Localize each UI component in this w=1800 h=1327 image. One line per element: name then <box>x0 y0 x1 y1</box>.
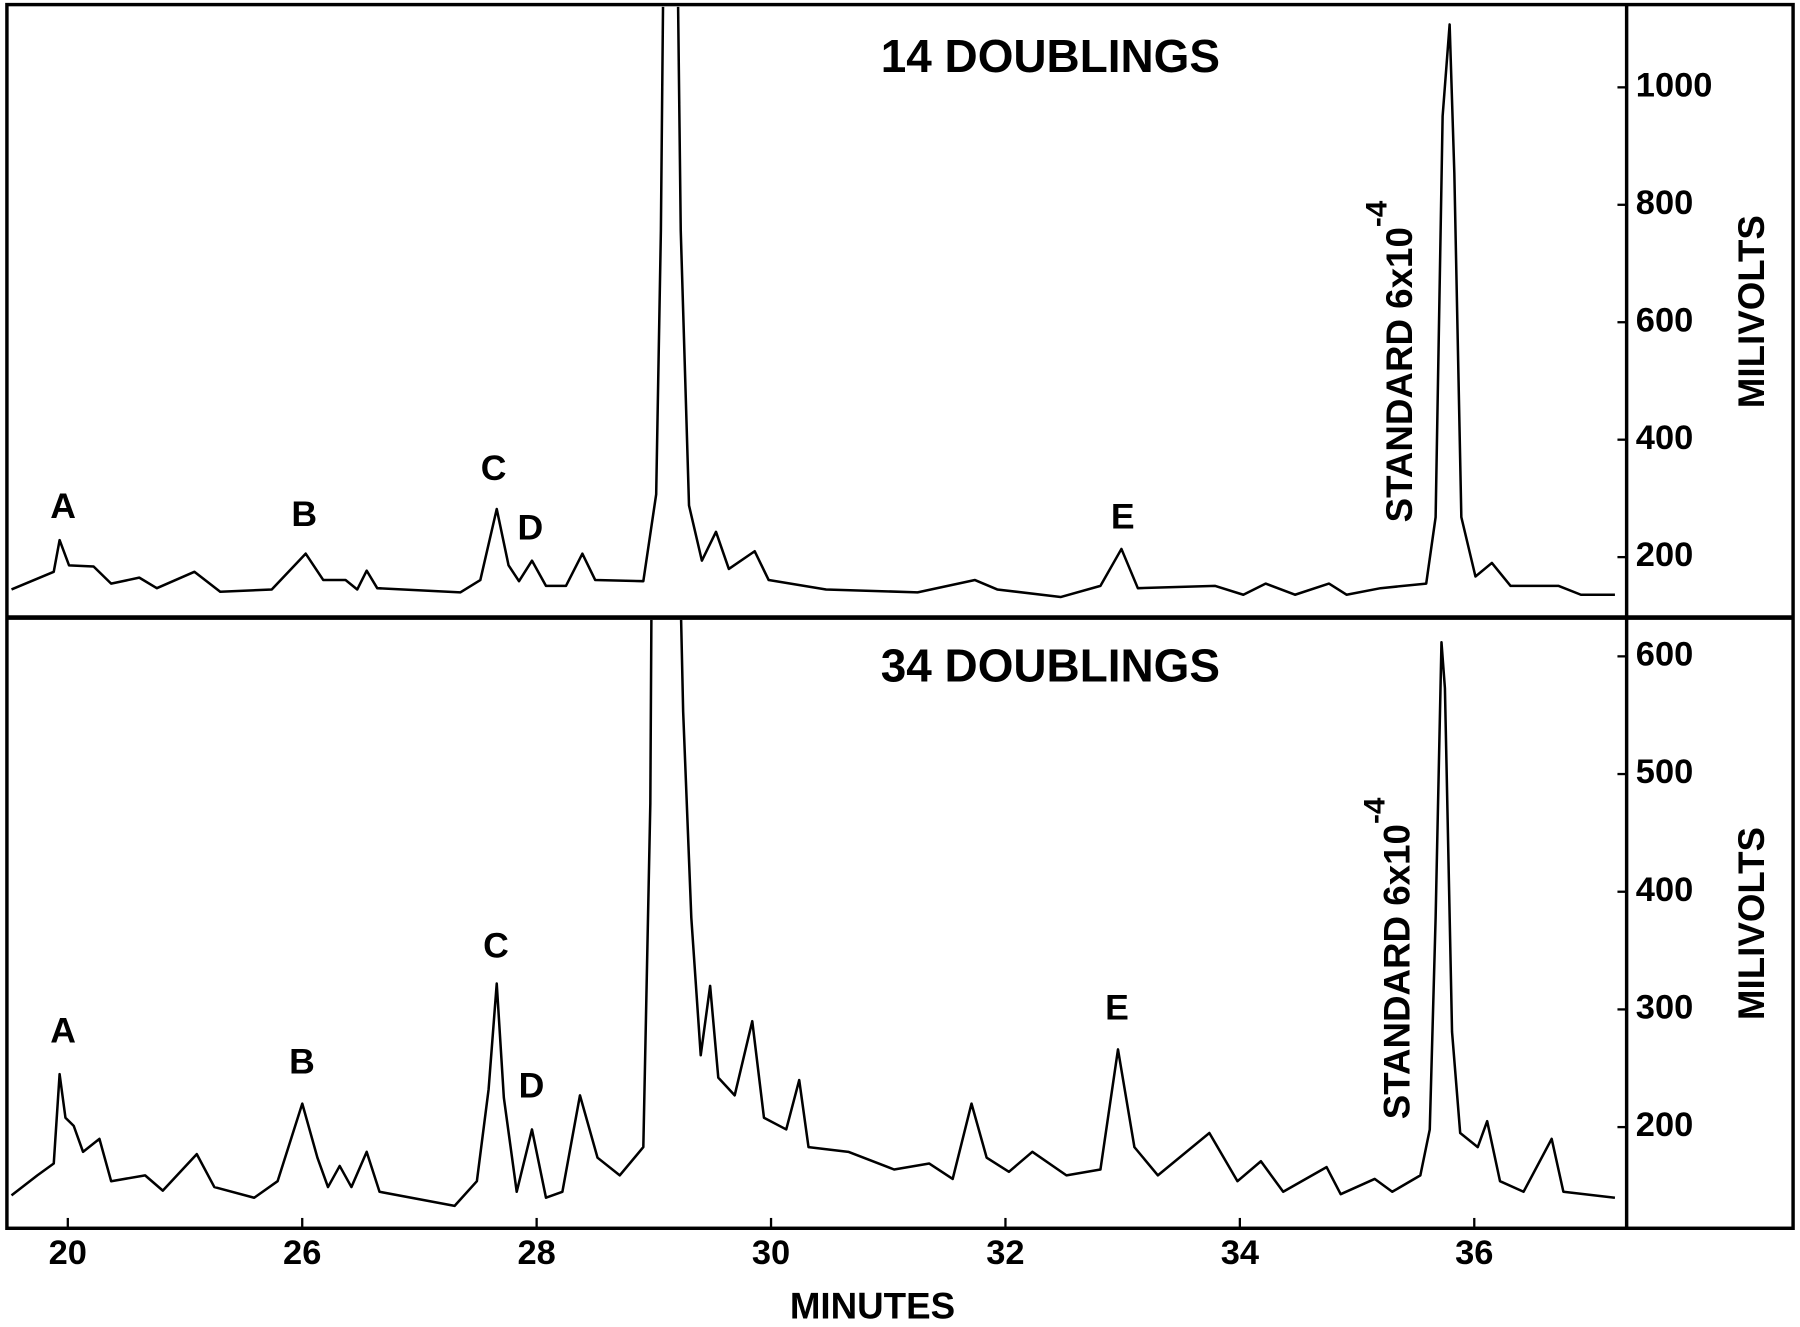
trace <box>11 6 1615 599</box>
x-tick-label: 30 <box>752 1234 790 1272</box>
y-tick-label: 500 <box>1636 753 1693 791</box>
panel-title: 14 DOUBLINGS <box>881 30 1220 82</box>
peak-label: B <box>289 1042 315 1082</box>
x-tick-label: 28 <box>517 1234 555 1272</box>
peak-label: C <box>481 448 507 488</box>
x-tick-label: 26 <box>283 1234 321 1272</box>
trace <box>10 619 1616 1208</box>
panel-title: 34 DOUBLINGS <box>881 639 1220 691</box>
annotation-text: STANDARD 6x10 <box>1377 824 1418 1119</box>
y-tick-label: 200 <box>1636 1106 1693 1144</box>
x-tick-label: 34 <box>1221 1234 1259 1272</box>
peak-label: D <box>518 508 544 548</box>
y-axis-label: MILIVOLTS <box>1731 215 1772 408</box>
peak-label: A <box>50 1011 76 1051</box>
y-tick-label: 400 <box>1636 871 1693 909</box>
y-tick-label: 600 <box>1636 301 1693 339</box>
annotation-superscript: -4 <box>1361 200 1394 227</box>
y-tick-label: 600 <box>1636 635 1693 673</box>
peak-label: A <box>50 486 76 526</box>
peak-label: B <box>291 494 317 534</box>
standard-annotation: STANDARD 6x10-4 <box>1358 797 1417 1119</box>
y-tick-label: 1000 <box>1636 66 1713 104</box>
y-tick-label: 200 <box>1636 536 1693 574</box>
peak-label: E <box>1105 988 1129 1028</box>
standard-annotation: STANDARD 6x10-4 <box>1361 200 1420 522</box>
y-tick-label: 400 <box>1636 419 1693 457</box>
y-axis-label: MILIVOLTS <box>1731 827 1772 1020</box>
annotation-superscript: -4 <box>1358 797 1391 824</box>
annotation-text: STANDARD 6x10 <box>1379 227 1420 522</box>
y-tick-label: 300 <box>1636 989 1693 1027</box>
peak-label: C <box>483 926 509 966</box>
x-axis-label: MINUTES <box>790 1285 955 1326</box>
y-tick-label: 800 <box>1636 184 1693 222</box>
peak-label: D <box>519 1066 545 1106</box>
peak-label: E <box>1111 496 1135 536</box>
x-tick-label: 20 <box>49 1234 87 1272</box>
x-tick-label: 36 <box>1455 1234 1493 1272</box>
x-tick-label: 32 <box>986 1234 1024 1272</box>
